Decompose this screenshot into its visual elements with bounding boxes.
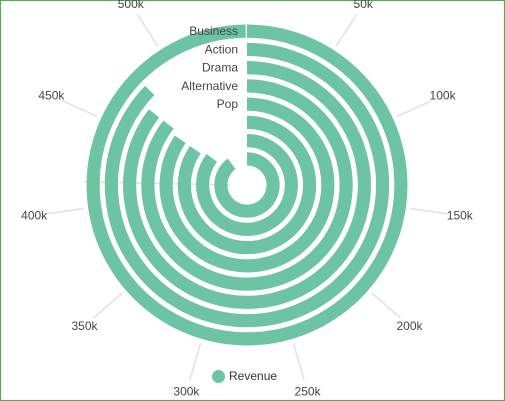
grid-line-250k xyxy=(292,343,305,380)
category-labels: Business Action Drama Alternative Pop xyxy=(181,24,238,111)
bar-pop[interactable] xyxy=(159,97,335,273)
bar-ring-6[interactable] xyxy=(177,115,317,255)
tick-label: 300k xyxy=(173,384,200,398)
tick-label: 100k xyxy=(430,89,457,103)
legend-swatch-revenue xyxy=(212,369,225,383)
legend-label-revenue: Revenue xyxy=(229,369,278,383)
tick-label: 250k xyxy=(295,384,322,398)
grid-line-350k xyxy=(93,292,123,319)
tick-labels: 50k 100k 150k 200k 250k 300k 350k 400k 450k 500k xyxy=(21,0,474,398)
tick-label: 50k xyxy=(354,0,374,11)
category-label: Drama xyxy=(202,61,238,75)
category-label: Business xyxy=(189,24,238,38)
bar-ring-7[interactable] xyxy=(196,134,298,236)
grid-line-150k xyxy=(410,207,449,215)
bar-action[interactable] xyxy=(104,42,390,328)
grid-line-200k xyxy=(371,292,401,319)
category-label: Pop xyxy=(217,97,239,111)
grid-line-300k xyxy=(189,343,202,380)
bars xyxy=(86,24,408,346)
tick-label: 150k xyxy=(447,209,474,223)
category-label: Alternative xyxy=(181,79,238,93)
tick-label: 450k xyxy=(38,89,65,103)
bar-ring-8[interactable] xyxy=(214,152,280,218)
tick-label: 400k xyxy=(21,209,48,223)
tick-label: 500k xyxy=(118,0,145,11)
category-label: Action xyxy=(205,42,238,56)
grid-line-50k xyxy=(335,13,358,47)
grid-line-500k xyxy=(136,13,159,47)
bar-alternative[interactable] xyxy=(141,79,353,291)
grid-line-450k xyxy=(62,99,98,118)
grid-line-100k xyxy=(396,99,432,118)
grid-line-400k xyxy=(45,207,84,215)
grid-lines xyxy=(45,13,449,380)
bar-business[interactable] xyxy=(86,24,408,346)
legend[interactable]: Revenue xyxy=(212,367,277,385)
bar-drama[interactable] xyxy=(123,61,371,309)
tick-label: 200k xyxy=(396,319,423,333)
tick-label: 350k xyxy=(71,319,98,333)
